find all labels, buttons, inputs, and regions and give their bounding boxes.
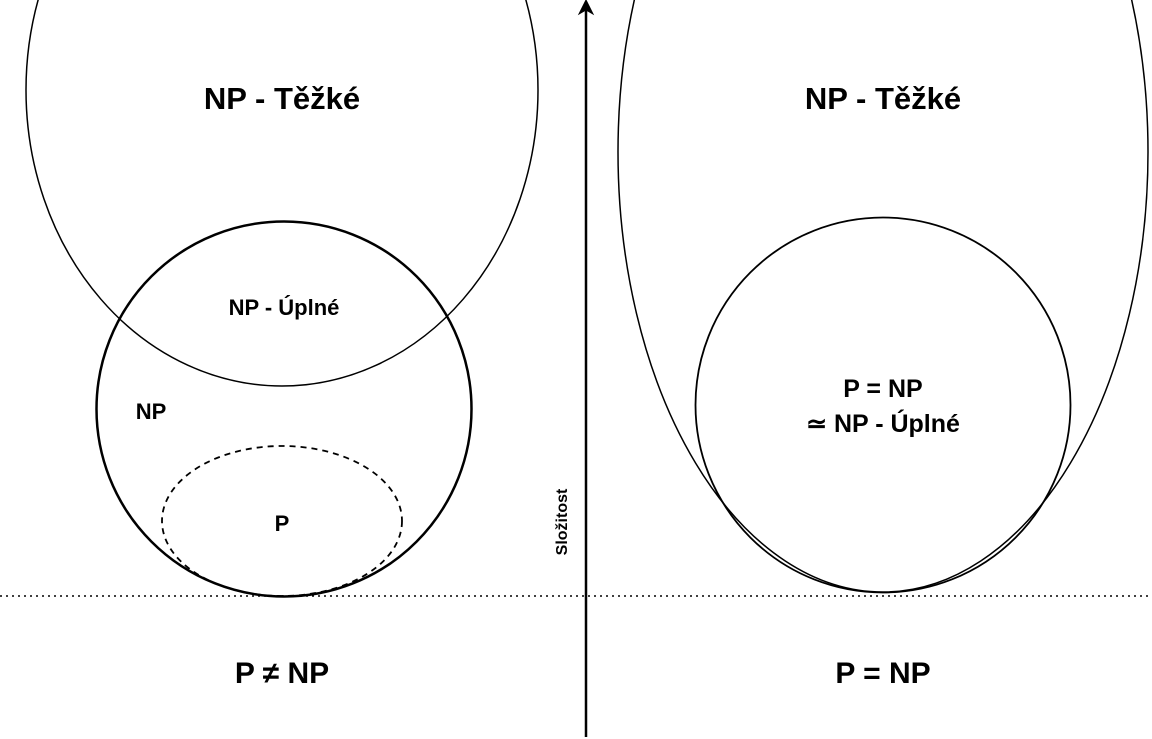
left-np-hard-ellipse — [25, 0, 539, 387]
complexity-axis: Složitost — [554, 0, 595, 737]
axis-arrowhead — [577, 0, 595, 16]
right-np-hard-label: NP - Těžké — [805, 81, 961, 116]
right-center-line1: P = NP — [843, 375, 922, 403]
left-np-complete-label: NP - Úplné — [229, 295, 340, 320]
right-panel: NP - Těžké P = NP ≃ NP - Úplné P = NP — [617, 0, 1149, 690]
axis-label: Složitost — [554, 488, 571, 555]
right-center-line2: ≃ NP - Úplné — [806, 408, 960, 438]
p-equals-np-circle — [694, 216, 1072, 594]
left-np-hard-label: NP - Těžké — [204, 81, 360, 116]
p-label: P — [275, 511, 290, 536]
np-label: NP — [136, 399, 167, 424]
left-panel: NP - Těžké NP - Úplné NP P P ≠ NP — [25, 0, 539, 690]
left-caption: P ≠ NP — [235, 657, 329, 690]
right-caption: P = NP — [835, 657, 930, 690]
